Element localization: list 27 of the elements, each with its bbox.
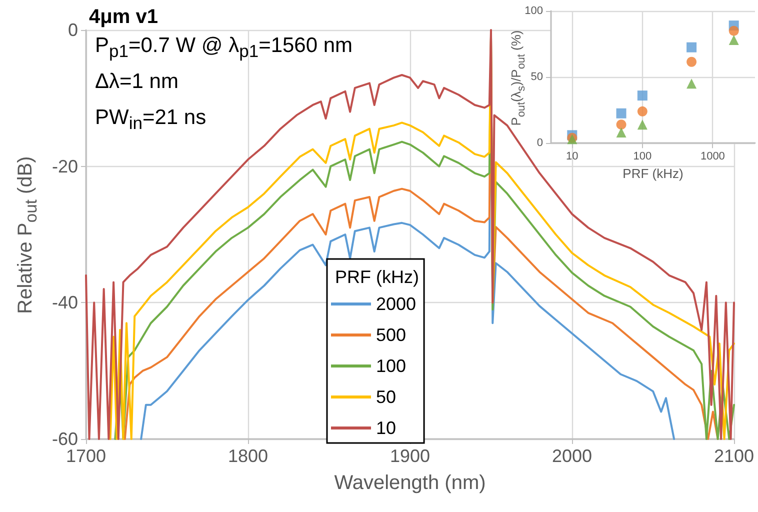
y-tick-label: 50 bbox=[530, 71, 543, 84]
legend-label: 500 bbox=[376, 325, 406, 345]
x-tick-label: 100 bbox=[633, 150, 652, 163]
x-tick-label: 1700 bbox=[66, 446, 106, 466]
legend-label: 50 bbox=[376, 387, 396, 407]
y-tick-label: -20 bbox=[52, 156, 78, 176]
y-tick-label: 0 bbox=[68, 20, 78, 40]
x-axis-title: PRF (kHz) bbox=[622, 166, 684, 181]
y-tick-label: -60 bbox=[52, 429, 78, 449]
legend-label: 10 bbox=[376, 418, 396, 438]
y-tick-label: -40 bbox=[52, 292, 78, 313]
legend-title: PRF (kHz) bbox=[335, 267, 419, 287]
x-tick-label: 2000 bbox=[552, 446, 592, 466]
y-tick-label: 100 bbox=[524, 5, 543, 17]
x-tick-label: 10 bbox=[566, 150, 578, 163]
annotation: P$_{p1}$=0.7 W @ λ$_{p1}$=1560 nm bbox=[95, 34, 353, 62]
legend-label: 100 bbox=[376, 356, 406, 376]
legend-label: 2000 bbox=[376, 294, 416, 314]
x-axis-title: Wavelength (nm) bbox=[334, 472, 486, 494]
x-tick-label: 2100 bbox=[714, 446, 754, 466]
chart-title: 4μm v1 bbox=[89, 6, 158, 28]
x-tick-label: 1900 bbox=[390, 446, 430, 466]
annotation: Δλ=1 nm bbox=[95, 70, 178, 94]
x-tick-label: 1800 bbox=[228, 446, 268, 466]
y-tick-label: 0 bbox=[536, 137, 543, 150]
x-tick-label: 1000 bbox=[700, 150, 725, 163]
annotation: PW$_{in}$=21 ns bbox=[95, 106, 206, 134]
